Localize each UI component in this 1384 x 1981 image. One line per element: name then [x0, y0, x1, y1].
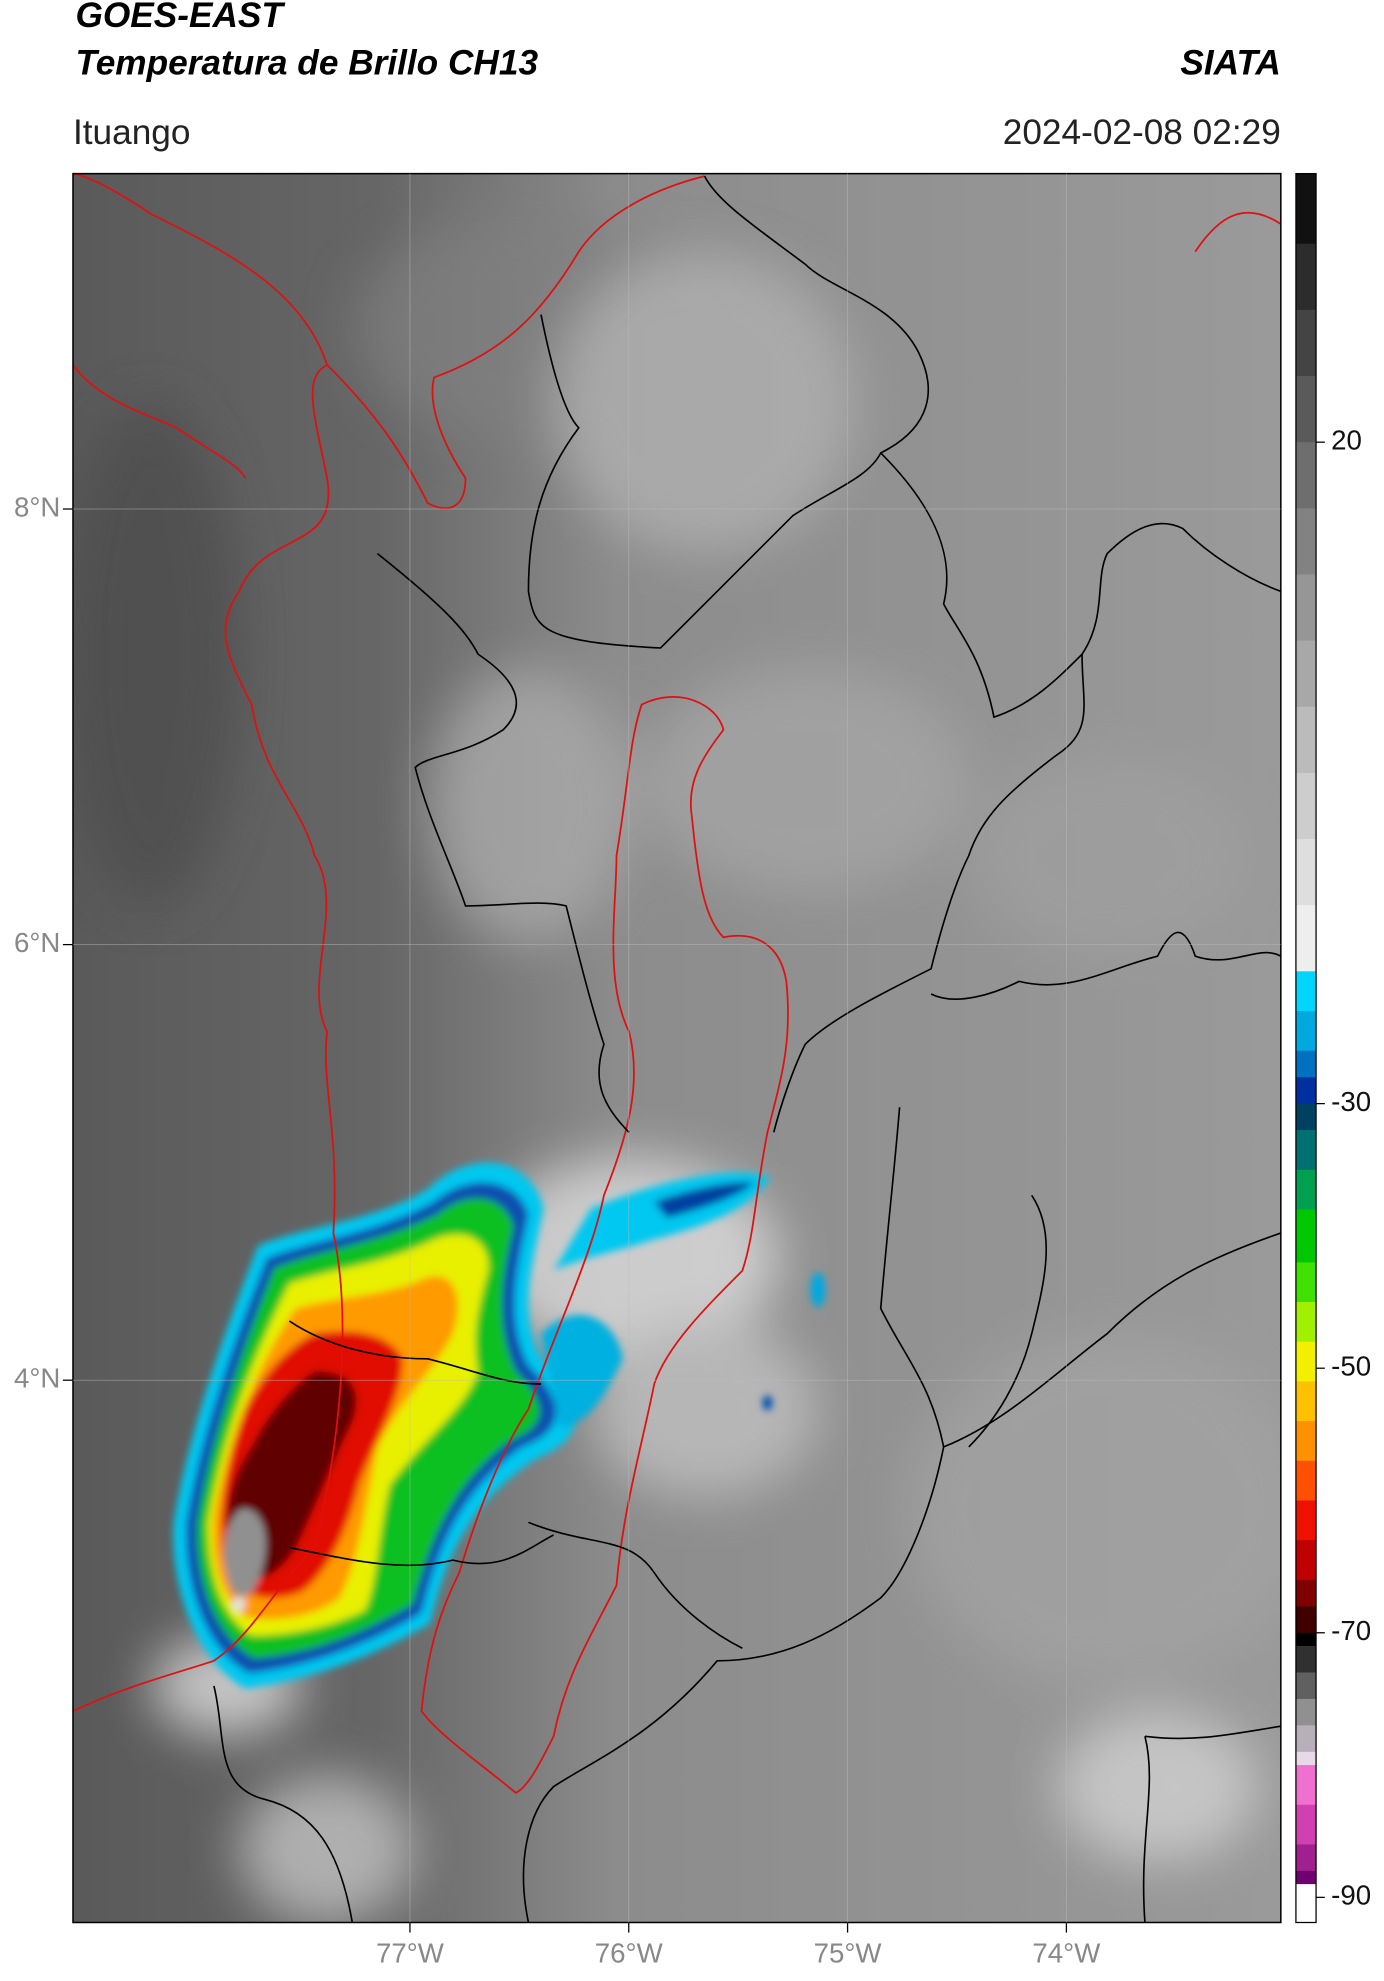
colorbar-segment: [1295, 1500, 1317, 1541]
x-tick-label: 75°W: [814, 1938, 883, 1969]
colorbar-segment: [1295, 1804, 1317, 1845]
satellite-image: [72, 173, 1281, 1923]
location: Ituango: [73, 113, 191, 152]
colorbar-segment: [1295, 640, 1317, 708]
colorbar-segment: [1295, 1421, 1317, 1462]
colorbar-segment: [1295, 1130, 1317, 1171]
x-tick-label: 74°W: [1032, 1938, 1101, 1969]
x-tick-label: 76°W: [595, 1938, 664, 1969]
colorbar-segment: [1295, 574, 1317, 641]
colorbar-segment: [1295, 1579, 1317, 1607]
colorbar-segment: [1295, 839, 1317, 906]
colorbar-segment: [1295, 1209, 1317, 1263]
colorbar-tick-label: 20: [1331, 424, 1362, 455]
datetime: 2024-02-08 02:29: [1003, 113, 1281, 152]
colorbar-tick-label: -70: [1331, 1615, 1371, 1646]
colorbar-segment: [1295, 243, 1317, 311]
source: SIATA: [1180, 44, 1280, 83]
y-tick-label: 6°N: [14, 927, 60, 958]
colorbar-frame: [1295, 172, 1317, 1924]
colorbar-segment: [1295, 309, 1317, 377]
colorbar-tick-label: -90: [1331, 1880, 1371, 1911]
colorbar-segment: [1295, 905, 1317, 972]
colorbar-segment: [1295, 1341, 1317, 1382]
colorbar-segment: [1295, 173, 1317, 245]
colorbar-segment: [1295, 1606, 1317, 1634]
colorbar-segment: [1295, 1844, 1317, 1872]
colorbar-segment: [1295, 1302, 1317, 1343]
colorbar-segment: [1295, 1103, 1317, 1131]
colorbar-segment: [1295, 1632, 1317, 1647]
colorbar-segment: [1295, 1540, 1317, 1581]
colorbar-segment: [1295, 1169, 1317, 1210]
colorbar-segment: [1295, 1884, 1317, 1923]
colorbar-segment: [1295, 772, 1317, 840]
colorbar-segment: [1295, 1698, 1317, 1726]
colorbar-segment: [1295, 1077, 1317, 1105]
colorbar-segment: [1295, 1011, 1317, 1052]
colorbar-tick-label: -50: [1331, 1351, 1371, 1382]
colorbar-segment: [1295, 1381, 1317, 1422]
colorbar-segment: [1295, 1460, 1317, 1501]
colorbar-segment: [1295, 706, 1317, 774]
colorbar-segment: [1295, 1672, 1317, 1700]
x-tick-label: 77°W: [376, 1938, 445, 1969]
subtitle: Temperatura de Brillo CH13: [75, 44, 538, 83]
colorbar-segment: [1295, 1765, 1317, 1806]
colorbar-segment: [1295, 971, 1317, 1012]
colorbar-tick-label: -30: [1331, 1086, 1371, 1117]
y-tick-label: 4°N: [14, 1363, 60, 1394]
map-frame: [72, 172, 1282, 1924]
colorbar-segment: [1295, 1751, 1317, 1766]
colorbar-segment: [1295, 442, 1317, 509]
colorbar-segment: [1295, 376, 1317, 443]
colorbar-segment: [1295, 1870, 1317, 1885]
colorbar-segment: [1295, 1646, 1317, 1673]
title: GOES-EAST: [75, 0, 285, 35]
colorbar-segment: [1295, 1725, 1317, 1753]
colorbar-segment: [1295, 1050, 1317, 1078]
y-tick-label: 8°N: [14, 491, 60, 522]
colorbar-segment: [1295, 508, 1317, 575]
colorbar-segment: [1295, 1262, 1317, 1303]
